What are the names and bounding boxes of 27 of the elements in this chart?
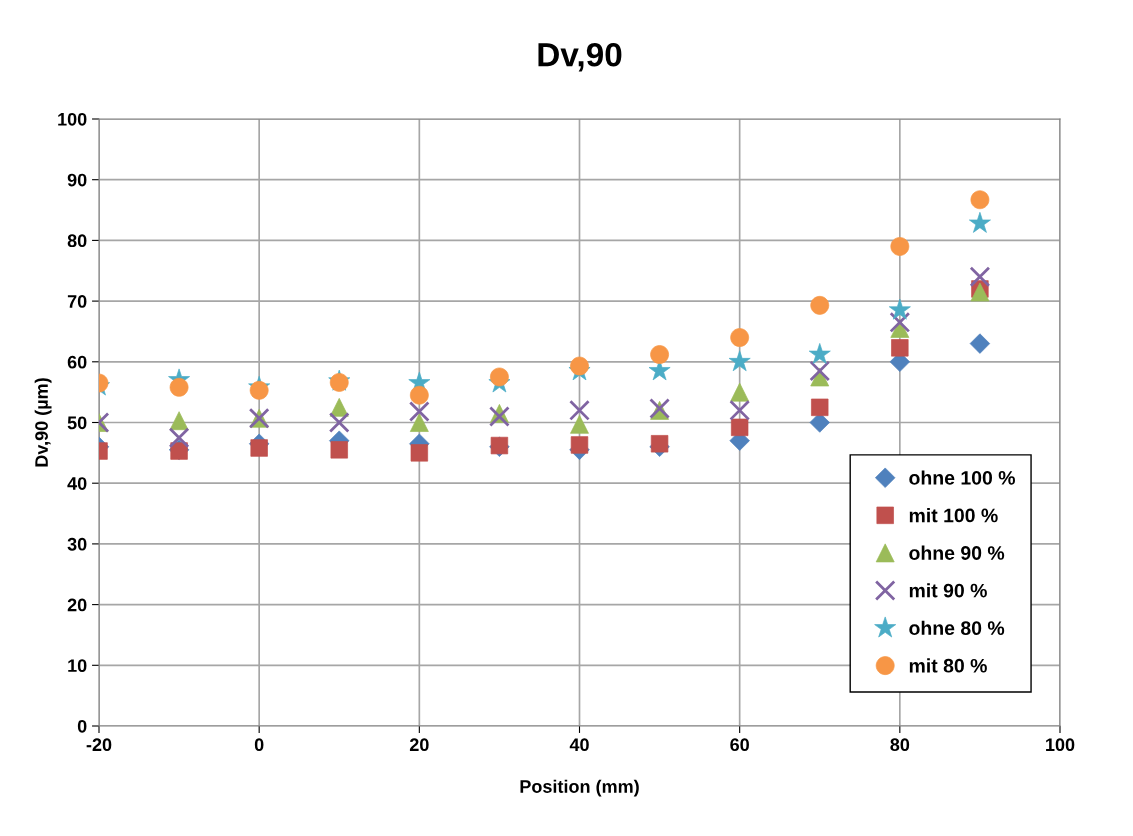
y-tick-label: 80 (67, 234, 87, 248)
legend-label: mit 80 % (909, 658, 987, 673)
y-tick-label: 100 (58, 112, 87, 126)
y-tick-label: 70 (67, 295, 87, 308)
x-tick-label: 80 (890, 738, 910, 752)
x-tick-label: -20 (86, 738, 112, 752)
y-tick-label: 20 (67, 598, 87, 612)
y-tick-label: 60 (67, 355, 87, 369)
y-tick-label: 10 (68, 659, 87, 673)
x-tick-label: 0 (254, 738, 264, 752)
chart-title: Dv,90 (538, 42, 622, 72)
x-tick-label: 100 (1046, 738, 1075, 752)
y-tick-label: 90 (67, 173, 87, 187)
legend-label: ohne 100 % (909, 470, 1015, 485)
y-tick-label: 40 (67, 477, 87, 490)
legend-label: mit 90 % (909, 583, 987, 598)
y-tick-label: 0 (77, 719, 87, 733)
legend-label: ohne 80 % (909, 620, 1005, 636)
y-axis-title: Dv,90 (µm) (34, 378, 52, 467)
legend-label: ohne 90 % (909, 545, 1005, 560)
y-tick-label: 30 (67, 537, 87, 551)
x-axis-title: Position (mm) (520, 779, 639, 797)
y-tick-label: 50 (67, 416, 87, 430)
x-tick-label: 60 (730, 738, 749, 752)
legend-label: mit 100 % (909, 508, 998, 523)
x-tick-label: 20 (409, 738, 429, 752)
x-tick-label: 40 (569, 738, 589, 752)
